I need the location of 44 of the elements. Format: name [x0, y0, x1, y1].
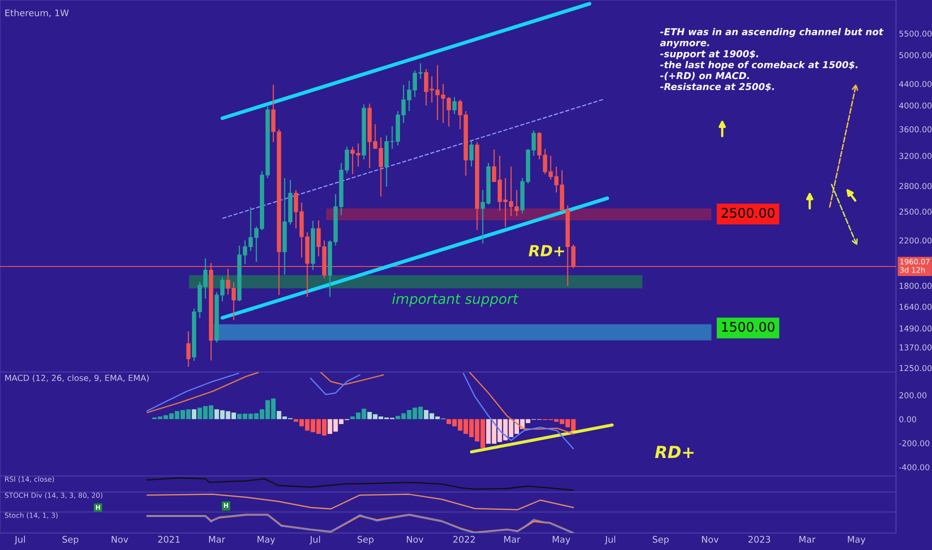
y-tick-label: 4000.00: [899, 102, 932, 109]
chart-title: MACD (12, 26, close, 9, EMA, EMA): [5, 374, 149, 382]
x-tick-label: Mar: [799, 536, 816, 543]
y-tick-label: 1490.00: [900, 325, 932, 332]
x-tick-label: Nov: [406, 536, 424, 543]
x-tick-label: May: [848, 536, 866, 545]
y-tick-label: -400.00: [899, 464, 930, 470]
x-tick-label: Jul: [604, 536, 616, 544]
x-tick-label: May: [552, 536, 570, 545]
x-tick-label: Mar: [209, 536, 226, 543]
x-tick-label: 2023: [748, 536, 770, 543]
y-tick-label: 1370.00: [900, 344, 932, 350]
y-tick-label: 1800.00: [900, 282, 932, 289]
y-tick-label: 3200.00: [899, 152, 932, 159]
x-tick-label: Mar: [504, 536, 520, 543]
y-tick-label: 1250.00: [900, 365, 932, 372]
y-tick-label: 3600.00: [899, 126, 932, 132]
x-tick-label: Jul: [309, 536, 320, 544]
band-label: 1500.00: [722, 322, 774, 332]
x-tick-label: Nov: [112, 536, 128, 543]
x-tick-label: Sep: [62, 536, 78, 545]
y-tick-label: 4400.00: [899, 80, 932, 88]
x-tick-label: Nov: [702, 536, 719, 543]
x-tick-label: May: [258, 536, 276, 545]
x-tick-label: Sep: [652, 536, 669, 545]
x-tick-label: 2022: [453, 536, 475, 543]
y-tick-label: 1640.00: [900, 304, 932, 310]
band-label: 2500.00: [722, 208, 774, 218]
y-tick-label: -200.00: [899, 440, 930, 446]
y-tick-label: 2800.00: [899, 183, 932, 190]
x-tick-label: Sep: [358, 536, 374, 545]
y-tick-label: 5500.00: [899, 30, 932, 37]
x-tick-label: 2021: [158, 536, 180, 543]
annotation: important support: [392, 293, 519, 307]
annotation: RD+: [655, 446, 694, 458]
x-tick-label: Jul: [14, 536, 25, 544]
y-tick-label: 5000.00: [899, 52, 932, 58]
annotation: RD+: [528, 245, 564, 256]
y-tick-label: 2200.00: [899, 237, 932, 244]
text: Ethereum, 1W: [5, 9, 69, 18]
annotation: -ETH was in an ascending channel but not anymore. -support at 1900$. -the last hope of comeback at 1500$. -(+RD) on MACD. -Resistance at 2500$.: [660, 28, 884, 92]
y-tick-label: 0.00: [899, 416, 916, 422]
y-tick-label: 2500.00: [899, 208, 932, 215]
y-tick-label: 200.00: [899, 392, 926, 398]
